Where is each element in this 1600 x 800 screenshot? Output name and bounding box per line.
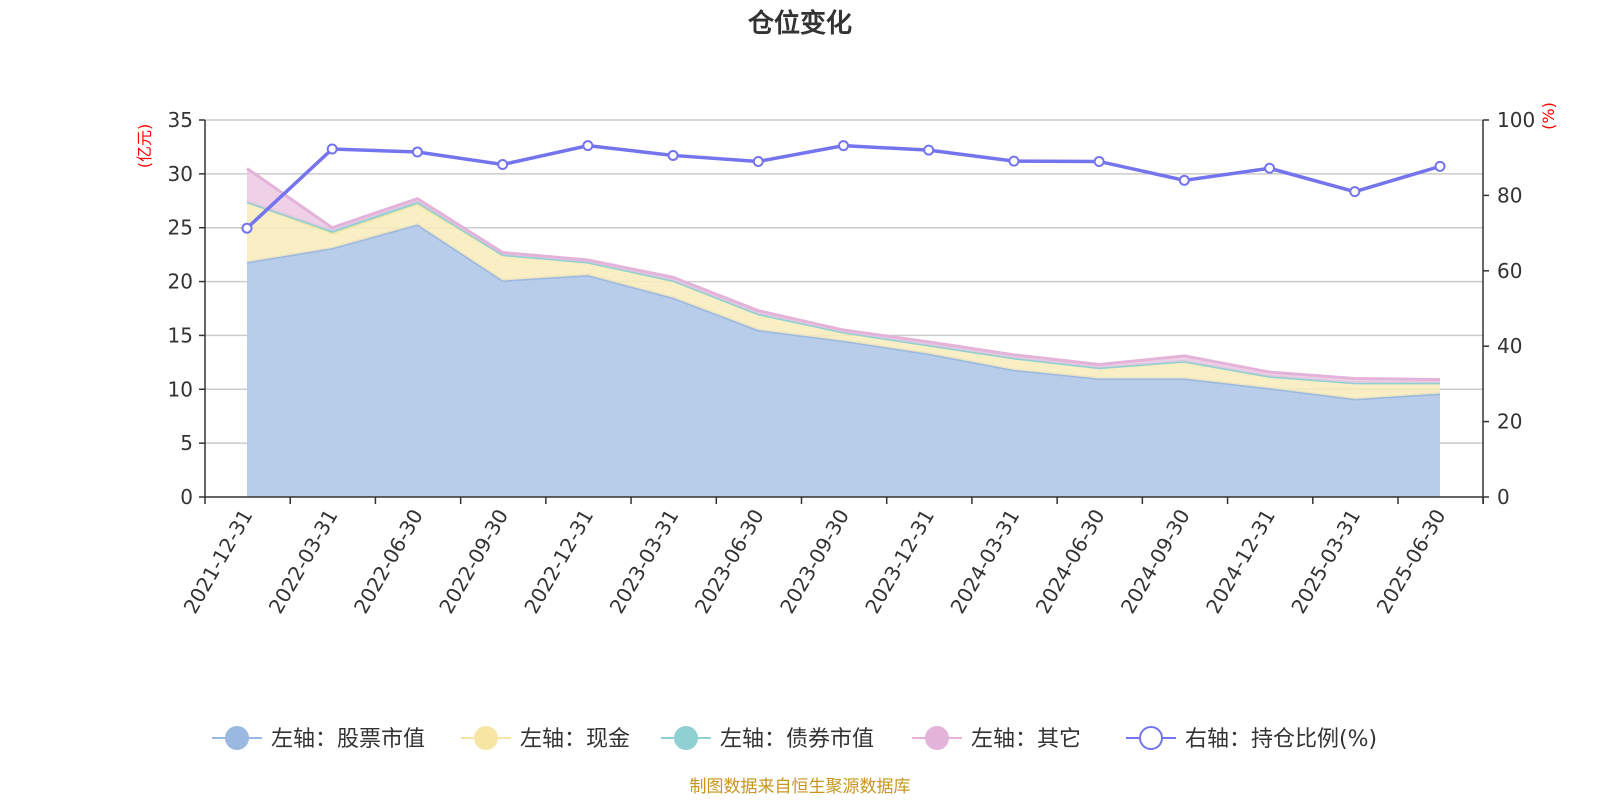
legend-ratio-label: 右轴：持仓比例(%) — [1185, 727, 1377, 752]
ratio-point — [1434, 160, 1446, 172]
x-tick-label: 2022-06-30 — [349, 505, 428, 618]
legend-bond: 左轴：债券市值 — [661, 726, 874, 752]
ratio-point — [1008, 155, 1020, 167]
left-tick-label: 25 — [168, 216, 193, 240]
chart-title: 仓位变化 — [747, 8, 852, 39]
legend-other-marker — [925, 726, 949, 750]
other-area-edge — [246, 167, 1441, 382]
footer-source: 制图数据来自恒生聚源数据库 — [690, 777, 911, 797]
ratio-point — [838, 140, 849, 152]
left-tick-label: 30 — [168, 162, 193, 186]
right-tick-label: 0 — [1497, 485, 1510, 509]
x-tick-label: 2025-03-31 — [1286, 505, 1365, 618]
x-tick-label: 2022-03-31 — [264, 505, 343, 618]
legend-cash: 左轴：现金 — [461, 726, 630, 752]
ratio-point — [923, 144, 935, 156]
legend-other: 左轴：其它 — [912, 726, 1081, 752]
legend-other-label: 左轴：其它 — [971, 727, 1081, 752]
ratio-point — [411, 146, 423, 158]
left-tick-label: 35 — [168, 108, 193, 132]
ratio-point — [1349, 186, 1361, 198]
x-tick-label: 2023-12-31 — [860, 505, 939, 618]
x-tick-label: 2024-12-31 — [1201, 505, 1280, 618]
ratio-point — [326, 143, 338, 155]
area-series — [246, 167, 1441, 498]
x-tick-label: 2022-12-31 — [519, 505, 598, 618]
x-axis: 2021-12-31 2022-03-31 2022-06-30 2022-09-30… — [178, 496, 1484, 618]
x-tick-label: 2023-09-30 — [775, 505, 854, 618]
right-tick-label: 100 — [1497, 108, 1535, 132]
legend-bond-label: 左轴：债券市值 — [720, 727, 874, 752]
right-tick-label: 60 — [1497, 259, 1522, 283]
ratio-point — [667, 149, 679, 161]
x-tick-label: 2024-09-30 — [1116, 505, 1195, 618]
left-tick-label: 5 — [180, 431, 193, 455]
left-tick-label: 15 — [168, 323, 193, 347]
ratio-point — [241, 222, 253, 234]
left-tick-label: 0 — [180, 485, 193, 509]
legend-ratio-marker — [1139, 726, 1163, 750]
legend-cash-label: 左轴：现金 — [520, 727, 630, 752]
x-tick-label: 2022-09-30 — [434, 505, 513, 618]
legend-stock-marker — [225, 726, 249, 750]
stock-area — [247, 224, 1440, 498]
left-axis-unit: (亿元) — [135, 124, 154, 169]
right-y-axis: 0 20 40 60 80 100 — [1482, 108, 1535, 509]
x-tick-label: 2024-03-31 — [945, 505, 1024, 618]
ratio-line-series — [241, 140, 1446, 234]
right-tick-label: 40 — [1497, 334, 1522, 358]
right-tick-label: 20 — [1497, 410, 1522, 434]
legend-stock: 左轴：股票市值 — [212, 726, 425, 752]
legend-bond-marker — [674, 726, 698, 750]
ratio-point — [1264, 162, 1276, 174]
legend-stock-label: 左轴：股票市值 — [271, 727, 425, 752]
legend-ratio: 右轴：持仓比例(%) — [1126, 726, 1377, 752]
ratio-point — [1093, 155, 1105, 167]
x-tick-label: 2024-06-30 — [1031, 505, 1110, 618]
left-tick-label: 20 — [168, 270, 193, 294]
right-tick-label: 80 — [1497, 183, 1522, 207]
left-tick-label: 10 — [168, 377, 193, 401]
legend: 左轴：股票市值 左轴：现金 左轴：债券市值 左轴：其它 右轴：持仓比例(%) — [212, 726, 1377, 752]
ratio-point — [582, 140, 594, 152]
left-y-axis: 0 5 10 15 20 25 30 35 — [168, 108, 206, 509]
ratio-point — [497, 158, 509, 170]
x-tick-label: 2021-12-31 — [178, 505, 257, 618]
x-tick-label: 2023-03-31 — [605, 505, 684, 618]
x-tick-label: 2025-06-30 — [1371, 505, 1450, 618]
legend-cash-marker — [474, 726, 498, 750]
ratio-point — [752, 155, 764, 167]
x-tick-label: 2023-06-30 — [690, 505, 769, 618]
right-axis-unit: (%) — [1539, 102, 1558, 130]
ratio-point — [1178, 174, 1190, 186]
